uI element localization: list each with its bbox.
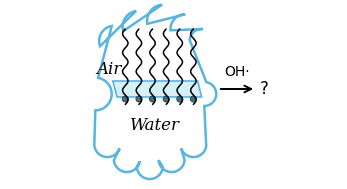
Polygon shape: [94, 5, 216, 179]
Circle shape: [150, 96, 155, 102]
Text: ?: ?: [259, 80, 268, 98]
Text: Air: Air: [96, 60, 122, 77]
Circle shape: [122, 96, 128, 102]
Circle shape: [177, 96, 183, 102]
Circle shape: [191, 96, 196, 102]
Polygon shape: [113, 81, 202, 97]
Circle shape: [136, 96, 142, 102]
Text: Water: Water: [130, 118, 180, 135]
Circle shape: [163, 96, 169, 102]
Text: OH·: OH·: [224, 65, 250, 79]
